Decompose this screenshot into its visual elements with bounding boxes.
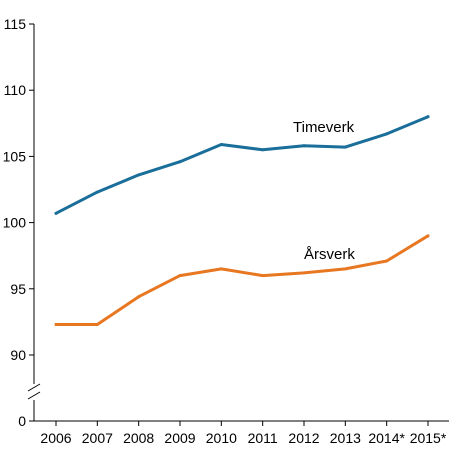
data-point xyxy=(54,323,58,327)
data-point xyxy=(219,142,223,146)
y-tick-label: 115 xyxy=(4,16,27,32)
data-point xyxy=(178,274,182,278)
x-tick-label: 2015* xyxy=(410,430,447,446)
axis-break-mark xyxy=(27,383,41,392)
series-label: Timeverk xyxy=(293,119,355,136)
data-point xyxy=(54,211,58,215)
y-tick-label: 110 xyxy=(4,82,27,98)
data-point xyxy=(219,267,223,271)
y-tick-label: 95 xyxy=(10,281,26,297)
data-point xyxy=(261,148,265,152)
y-tick-label: 0 xyxy=(18,413,26,429)
data-point xyxy=(178,160,182,164)
data-point xyxy=(302,271,306,275)
data-point xyxy=(261,274,265,278)
y-tick-label: 105 xyxy=(3,148,27,164)
data-point xyxy=(343,145,347,149)
data-point xyxy=(95,190,99,194)
axis-break-mark xyxy=(27,391,41,400)
series-line-arsverk xyxy=(54,234,430,326)
data-point xyxy=(95,323,99,327)
data-point xyxy=(137,295,141,299)
x-tick-label: 2014* xyxy=(368,430,405,446)
x-tick-label: 2012 xyxy=(288,430,319,446)
x-tick-label: 2007 xyxy=(82,430,113,446)
x-tick-label: 2010 xyxy=(206,430,237,446)
x-tick-label: 2013 xyxy=(330,430,361,446)
data-point xyxy=(302,144,306,148)
data-point xyxy=(343,267,347,271)
x-tick-label: 2006 xyxy=(40,430,71,446)
data-point xyxy=(426,115,430,119)
x-tick-label: 2011 xyxy=(248,430,278,446)
series-line-timeverk xyxy=(54,115,430,215)
x-tick-label: 2008 xyxy=(123,430,154,446)
data-point xyxy=(426,234,430,238)
y-tick-label: 100 xyxy=(3,215,27,231)
x-tick-label: 2009 xyxy=(164,430,195,446)
data-point xyxy=(385,132,389,136)
data-point xyxy=(385,259,389,263)
series-label: Årsverk xyxy=(304,246,355,263)
data-point xyxy=(137,173,141,177)
y-tick-label: 90 xyxy=(10,347,26,363)
